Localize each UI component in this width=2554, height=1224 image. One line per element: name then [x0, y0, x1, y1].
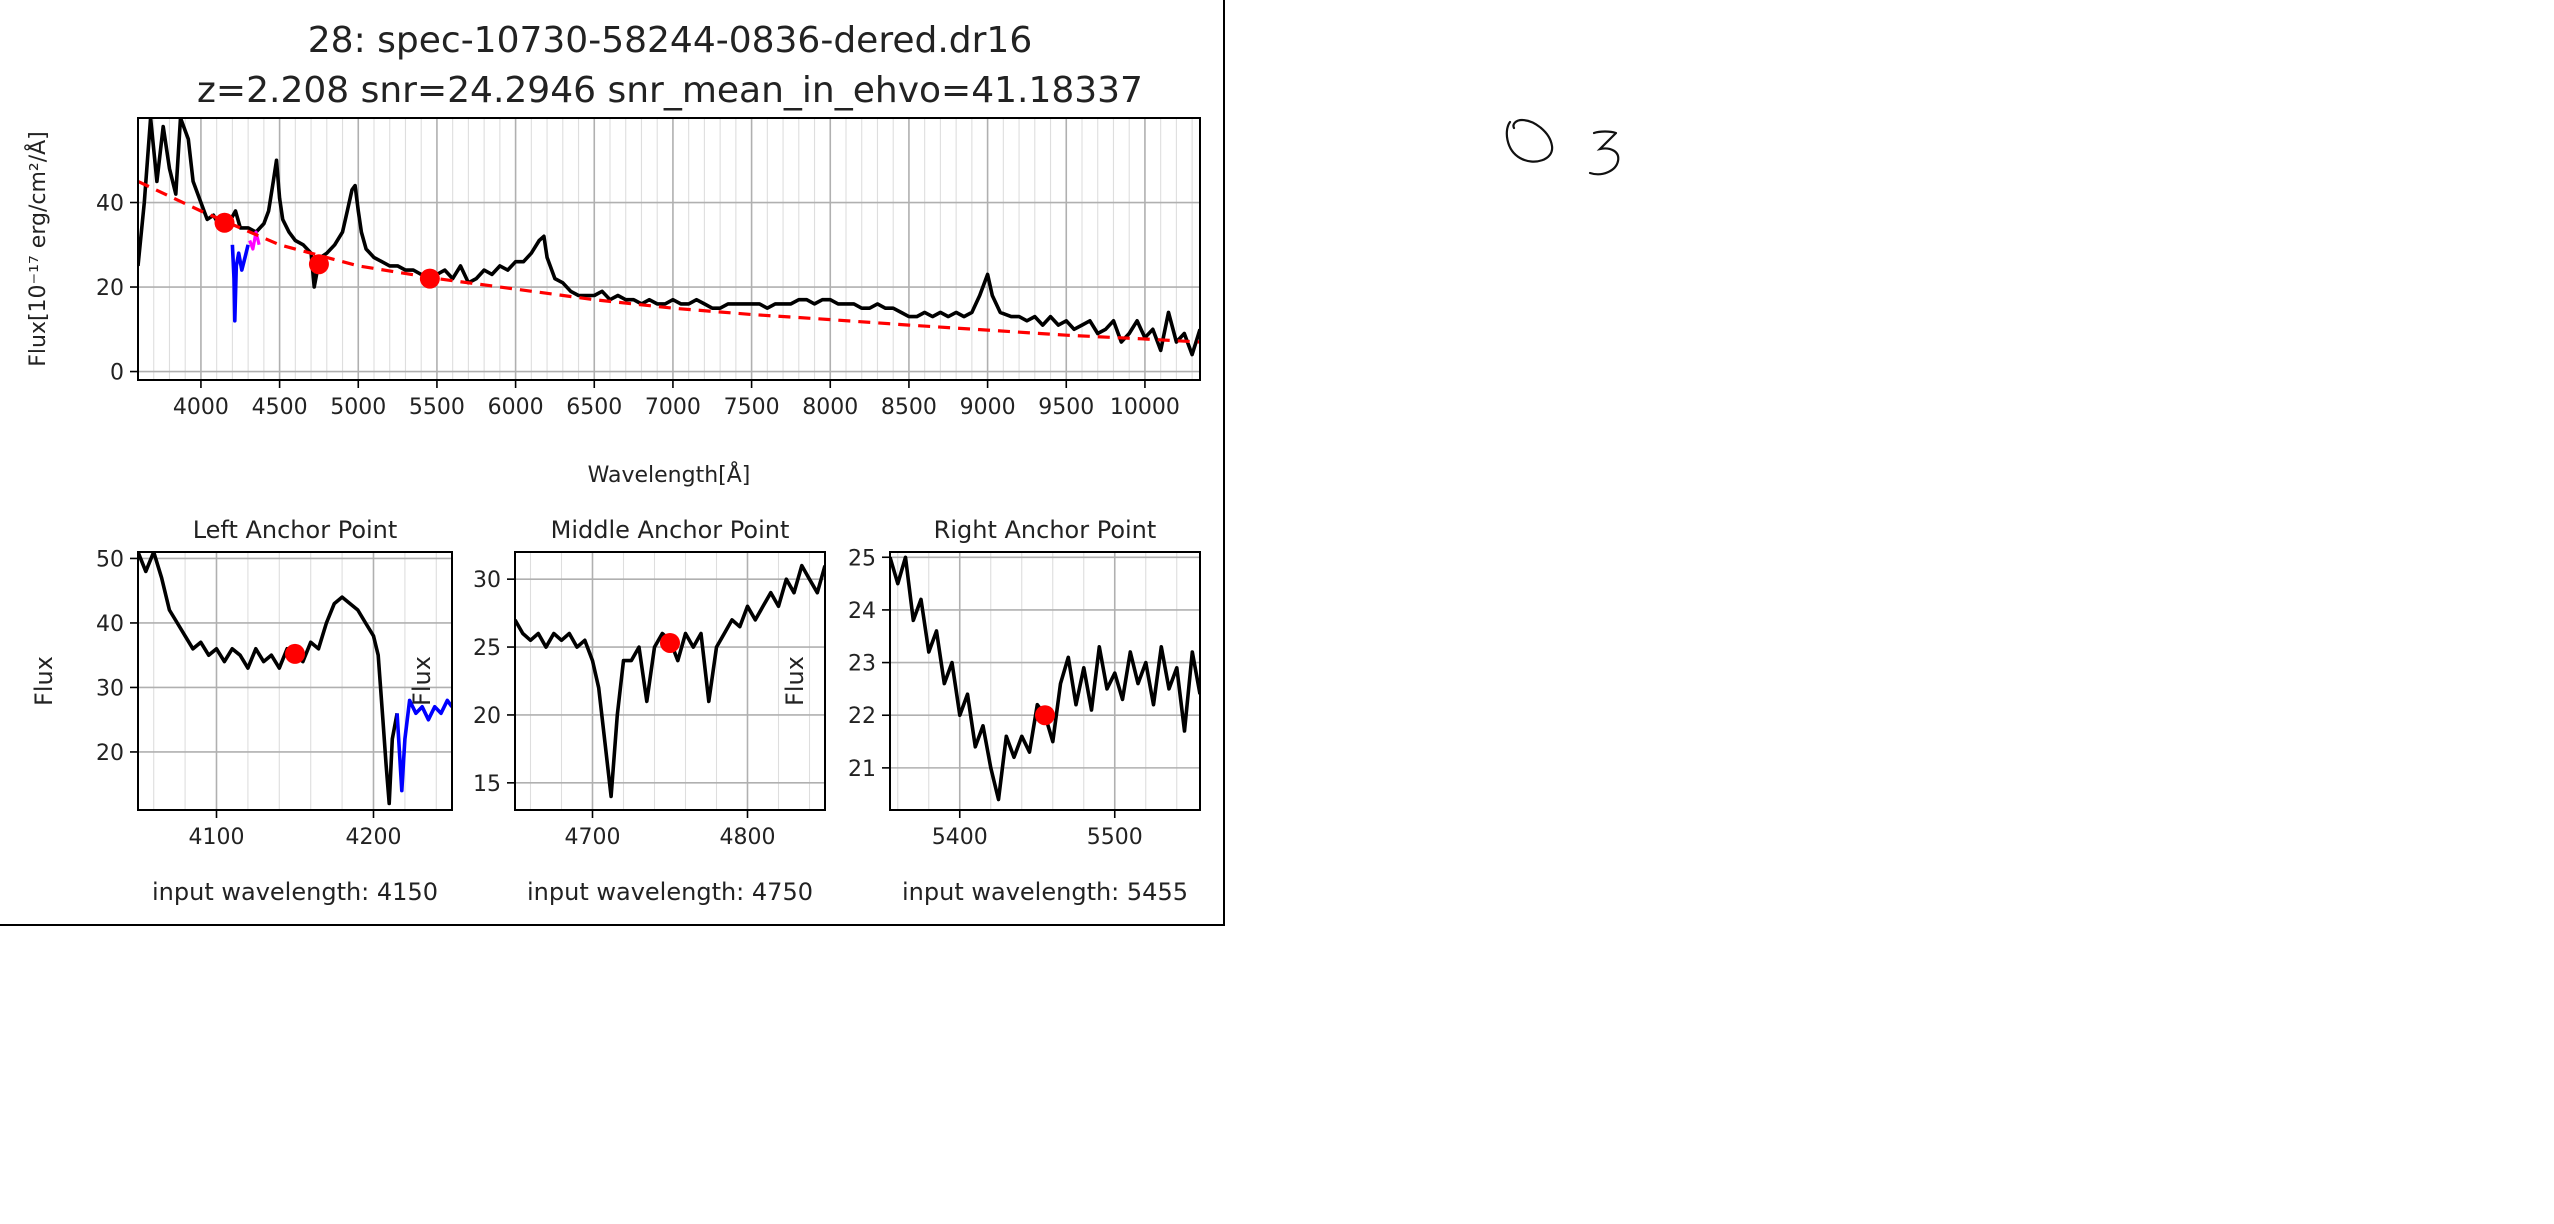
- main-series-trough-blue: [230, 244, 250, 323]
- main-spectrum-plot: 4000 4500 5000 5500 6000 6500 7000 7500 8000 8500…: [24, 117, 1201, 488]
- right-plot-title: Right Anchor Point: [934, 516, 1157, 544]
- middle-series-group: [515, 563, 825, 799]
- main-x-tick-label: 10000: [1110, 395, 1180, 420]
- main-x-tick-label: 7000: [645, 395, 701, 420]
- left-y-axis-label: Flux: [30, 656, 58, 706]
- main-series-spectrum-black: [138, 118, 1200, 357]
- main-x-tick-label: 9500: [1038, 395, 1094, 420]
- right-x-tick-label: 5400: [932, 825, 988, 850]
- main-x-tick-label: 4500: [252, 395, 308, 420]
- left-series-group: [138, 552, 452, 806]
- main-series-continuum-dashed-red: [138, 179, 1200, 344]
- main-y-tick-label: 0: [110, 361, 124, 386]
- left-anchor-plot: 4100 4200 20 30 40 50 Left Anchor Point input w…: [30, 516, 453, 906]
- main-x-tick-label: 8500: [881, 395, 937, 420]
- middle-anchor-point: [660, 632, 680, 653]
- main-anchor-point: [419, 268, 440, 289]
- figure-panel: [0, 0, 1225, 926]
- left-y-tick-label: 20: [96, 741, 124, 766]
- main-x-tick-label: 9000: [960, 395, 1016, 420]
- main-x-tick-label: 8000: [802, 395, 858, 420]
- main-x-tick-label: 5000: [330, 395, 386, 420]
- middle-y-tick-label: 20: [473, 704, 501, 729]
- main-x-axis-label: Wavelength[Å]: [588, 461, 751, 488]
- main-series-trough-magenta: [248, 230, 261, 251]
- main-x-tick-label: 7500: [724, 395, 780, 420]
- main-axes-frame: [137, 117, 1201, 381]
- left-x-tick-label: 4100: [189, 825, 245, 850]
- main-x-tick-label: 4000: [173, 395, 229, 420]
- left-plot-title: Left Anchor Point: [193, 516, 398, 544]
- right-axes-frame: [889, 551, 1201, 811]
- middle-y-tick-label: 15: [473, 772, 501, 797]
- main-anchor-point: [308, 254, 329, 275]
- right-series-group: [890, 555, 1200, 802]
- left-series-trough-blue: [395, 698, 452, 793]
- right-y-axis-label: Flux: [781, 656, 809, 706]
- figure-title-line1: 28: spec-10730-58244-0836-dered.dr16: [308, 20, 1032, 61]
- main-series-group: [138, 118, 1200, 357]
- right-y-tick-label: 24: [848, 599, 876, 624]
- left-y-tick-label: 30: [96, 676, 124, 701]
- main-anchor-point: [214, 212, 235, 233]
- middle-y-axis-label: Flux: [408, 656, 436, 706]
- figure-title-line2: z=2.208 snr=24.2946 snr_mean_in_ehvo=41.…: [197, 70, 1143, 111]
- middle-x-tick-label: 4700: [565, 825, 621, 850]
- middle-x-axis-label: input wavelength: 4750: [527, 878, 813, 906]
- middle-y-tick-label: 25: [473, 636, 501, 661]
- middle-anchor-plot: 4700 4800 15 20 25 30 Middle Anchor Point input…: [408, 516, 826, 906]
- right-anchor-plot: 5400 5500 21 22 23 24 25 Right Anchor Point inpu…: [781, 516, 1201, 906]
- left-axes-frame: [137, 551, 453, 811]
- left-y-tick-label: 50: [96, 547, 124, 572]
- middle-y-tick-label: 30: [473, 568, 501, 593]
- right-y-tick-label: 25: [848, 546, 876, 571]
- left-x-tick-label: 4200: [346, 825, 402, 850]
- left-anchor-point: [285, 643, 305, 664]
- main-x-tick-label: 6500: [566, 395, 622, 420]
- main-y-axis-label: Flux[10⁻¹⁷ erg/cm²/Å]: [24, 131, 51, 367]
- main-x-tick-label: 5500: [409, 395, 465, 420]
- main-x-tick-label: 6000: [488, 395, 544, 420]
- main-y-tick-label: 40: [96, 192, 124, 217]
- right-anchor-point: [1035, 705, 1055, 726]
- left-series-spectrum-black: [138, 552, 399, 806]
- right-x-tick-label: 5500: [1087, 825, 1143, 850]
- right-series-spectrum-black: [890, 555, 1200, 802]
- left-y-tick-label: 40: [96, 612, 124, 637]
- middle-axes-frame: [514, 551, 826, 811]
- right-x-axis-label: input wavelength: 5455: [902, 878, 1188, 906]
- left-x-axis-label: input wavelength: 4150: [152, 878, 438, 906]
- right-y-tick-label: 21: [848, 757, 876, 782]
- right-y-tick-label: 23: [848, 652, 876, 677]
- right-y-tick-label: 22: [848, 704, 876, 729]
- scribble-squiggle-icon: [1588, 130, 1620, 176]
- middle-x-tick-label: 4800: [720, 825, 776, 850]
- scribble-loop-icon: [1505, 118, 1554, 163]
- middle-plot-title: Middle Anchor Point: [551, 516, 790, 544]
- spectrum-figure: 28: spec-10730-58244-0836-dered.dr16 z=2…: [24, 20, 1201, 906]
- main-y-tick-label: 20: [96, 276, 124, 301]
